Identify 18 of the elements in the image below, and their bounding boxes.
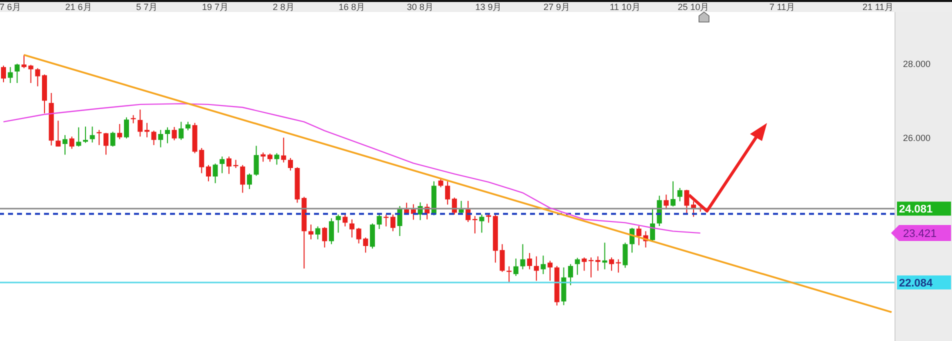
- x-tick-label: 16 8月: [338, 2, 366, 12]
- x-tick-label: 2 8月: [272, 2, 294, 12]
- x-tick-label: 27 9月: [544, 2, 570, 12]
- x-tick-label: 7 6月: [0, 2, 22, 12]
- text: 23.421: [903, 228, 937, 240]
- x-tick-label: 21 11月: [862, 2, 894, 12]
- x-tick-label: 30 8月: [406, 2, 434, 12]
- ref-line-label: 22.084: [899, 277, 934, 290]
- x-tick-label: 5 7月: [136, 2, 158, 12]
- x-tick-label: 25 10月: [678, 2, 710, 12]
- x-tick-label: 11 10月: [610, 2, 641, 12]
- x-tick-label: 19 7月: [202, 2, 228, 12]
- y-tick-label: 26.000: [903, 132, 931, 143]
- x-tick-label: 7 11月: [769, 2, 796, 12]
- x-tick-label: 21 6月: [65, 2, 92, 12]
- x-tick-label: 13 9月: [475, 2, 502, 12]
- y-tick-label: 28.000: [903, 58, 931, 69]
- ref-line-label: 24.081: [899, 204, 933, 216]
